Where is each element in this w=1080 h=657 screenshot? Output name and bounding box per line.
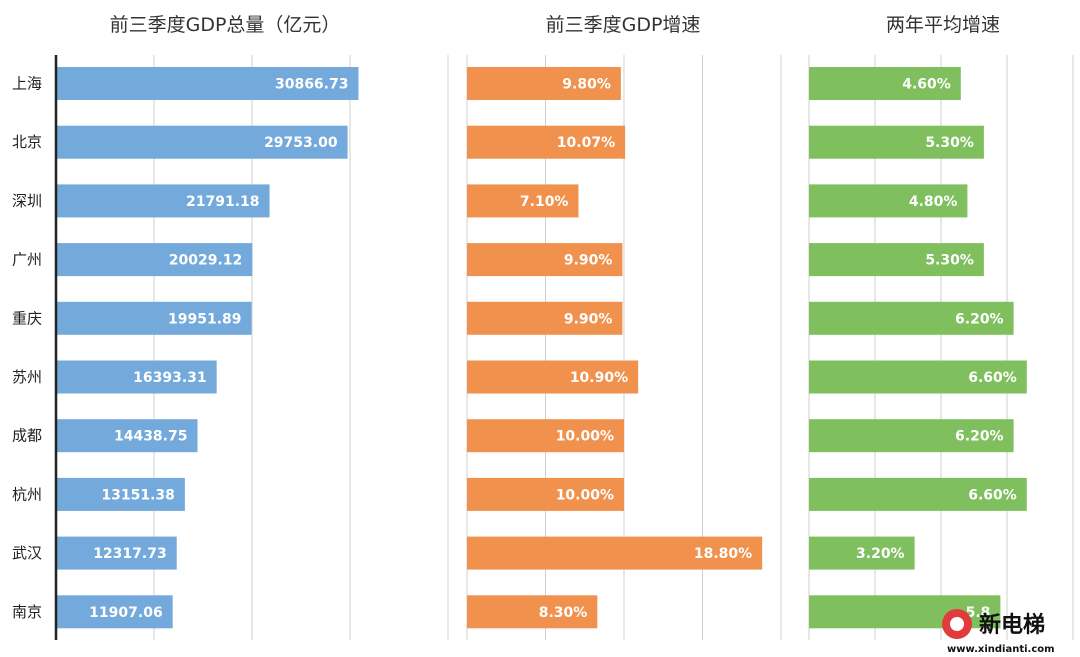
data-label: 30866.73 <box>275 77 349 93</box>
data-label: 10.90% <box>570 370 628 386</box>
data-label: 13151.38 <box>101 487 175 503</box>
bar <box>809 536 915 570</box>
panel-title: 前三季度GDP总量（亿元） <box>110 14 341 36</box>
bar <box>56 301 252 335</box>
bar <box>56 184 270 218</box>
bar <box>467 360 639 394</box>
bar <box>809 243 984 277</box>
data-label: 16393.31 <box>133 370 207 386</box>
bar <box>467 184 579 218</box>
panel-title: 前三季度GDP增速 <box>546 14 701 36</box>
data-label: 4.60% <box>902 77 951 93</box>
bar <box>467 301 623 335</box>
bar <box>56 243 253 277</box>
data-label: 8.30% <box>539 605 588 621</box>
category-label: 上海 <box>12 75 42 93</box>
bar <box>467 536 763 570</box>
category-label: 深圳 <box>12 192 42 210</box>
data-labels: 30866.73 29753.00 21791.18 20029.12 19951.89… <box>89 77 1017 621</box>
data-label: 10.00% <box>556 487 614 503</box>
data-label: 7.10% <box>520 194 569 210</box>
watermark: 新电梯 www.xindianti.com <box>942 609 1055 655</box>
bar <box>467 67 621 100</box>
category-label: 重庆 <box>12 309 42 327</box>
bar <box>809 67 961 100</box>
bar <box>809 184 968 218</box>
bar <box>467 595 598 629</box>
bar <box>56 125 348 159</box>
data-label: 6.20% <box>955 429 1004 445</box>
data-label: 9.90% <box>564 253 613 269</box>
watermark-text: 新电梯 <box>979 612 1045 638</box>
data-label: 6.60% <box>968 487 1017 503</box>
data-label: 10.07% <box>557 135 615 151</box>
data-label: 9.80% <box>562 77 611 93</box>
bar <box>809 360 1027 394</box>
bar <box>467 243 623 277</box>
data-label: 10.00% <box>556 429 614 445</box>
data-label: 21791.18 <box>186 194 260 210</box>
data-label: 18.80% <box>694 546 752 562</box>
bar <box>809 419 1014 453</box>
data-label: 6.20% <box>955 311 1004 327</box>
data-label: 5.30% <box>925 135 974 151</box>
data-label: 29753.00 <box>264 135 338 151</box>
panel-title: 两年平均增速 <box>886 14 1000 36</box>
bar <box>809 125 984 159</box>
data-label: 3.20% <box>856 546 905 562</box>
bar <box>467 419 624 453</box>
bar <box>56 67 359 100</box>
data-label: 14438.75 <box>114 429 188 445</box>
category-label: 苏州 <box>12 368 42 386</box>
category-label: 武汉 <box>12 544 42 562</box>
category-label: 南京 <box>12 603 42 621</box>
bars <box>56 67 1027 629</box>
watermark-logo-inner-icon <box>950 617 964 631</box>
bar <box>809 301 1014 335</box>
data-label: 5.8 <box>966 605 991 621</box>
category-label: 成都 <box>12 427 42 445</box>
bar <box>467 477 624 511</box>
bar <box>56 477 185 511</box>
data-label: 9.90% <box>564 311 613 327</box>
watermark-url: www.xindianti.com <box>947 644 1055 655</box>
data-label: 6.60% <box>968 370 1017 386</box>
data-label: 11907.06 <box>89 605 163 621</box>
data-label: 19951.89 <box>168 311 242 327</box>
bar <box>56 419 198 453</box>
bar <box>809 477 1027 511</box>
data-label: 12317.73 <box>93 546 167 562</box>
data-label: 4.80% <box>909 194 958 210</box>
bar <box>467 125 626 159</box>
data-label: 20029.12 <box>169 253 243 269</box>
bar <box>56 595 173 629</box>
category-label: 杭州 <box>12 485 42 503</box>
panel-titles: 前三季度GDP总量（亿元） 前三季度GDP增速 两年平均增速 <box>110 14 1000 36</box>
bar <box>56 360 217 394</box>
bar <box>56 536 177 570</box>
data-label: 5.30% <box>925 253 974 269</box>
category-label: 北京 <box>12 133 42 151</box>
category-label: 广州 <box>12 251 42 269</box>
